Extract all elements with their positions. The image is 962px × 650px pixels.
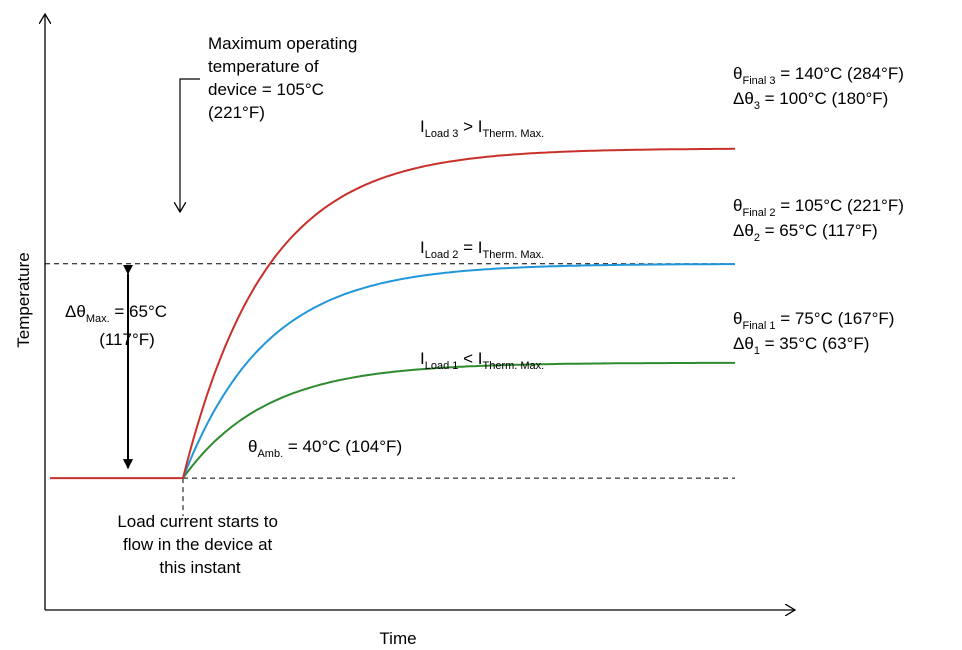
iload-1-label: ILoad 1 < ITherm. Max. [420,349,544,372]
max-temp-callout-arrow [180,78,200,212]
series-load-3-curve [182,147,735,479]
delta-max-label: ΔθMax. = 65°C [65,302,167,325]
delta-max-fahrenheit: (117°F) [99,330,155,349]
delta-1-label: Δθ1 = 35°C (63°F) [733,334,869,357]
y-axis-label: Temperature [14,252,33,347]
delta-2-label: Δθ2 = 65°C (117°F) [733,221,878,244]
series-load-1-curve [182,361,735,479]
final-2-label: θFinal 2 = 105°C (221°F) [733,196,904,219]
ambient-label: θAmb. = 40°C (104°F) [248,437,402,460]
max-temp-annotation: Maximum operating temperature of device … [208,34,362,122]
final-1-label: θFinal 1 = 75°C (167°F) [733,309,894,332]
x-axis-label: Time [379,629,416,648]
delta-3-label: Δθ3 = 100°C (180°F) [733,89,888,112]
series-load-2-curve [182,263,735,479]
iload-3-label: ILoad 3 > ITherm. Max. [420,117,544,140]
iload-2-label: ILoad 2 = ITherm. Max. [420,238,544,261]
load-start-annotation: Load current starts to flow in the devic… [117,512,282,577]
final-3-label: θFinal 3 = 140°C (284°F) [733,64,904,87]
